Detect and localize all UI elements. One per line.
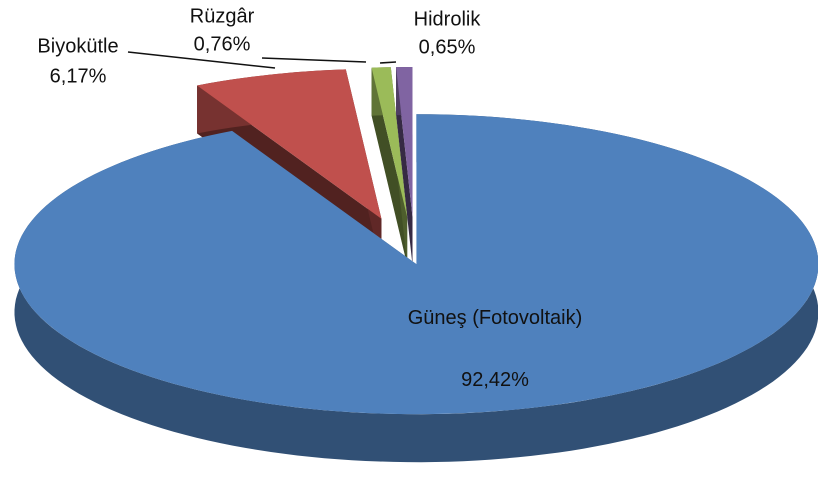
slice-value-label: 92,42% — [461, 369, 529, 391]
slice-label: Biyokütle — [37, 35, 118, 57]
slice-label: Güneş (Fotovoltaik) — [407, 307, 583, 329]
slice-value-label: 0,65% — [419, 36, 476, 58]
slice-side — [396, 67, 413, 265]
slice-value-label: 0,76% — [194, 33, 251, 55]
slice — [396, 66, 413, 218]
slice — [371, 67, 408, 218]
slice — [197, 69, 382, 219]
slice — [14, 114, 818, 415]
leader-line — [127, 51, 276, 69]
slice-label: Rüzgâr — [190, 5, 255, 27]
leader-line — [379, 61, 397, 64]
leader-line — [261, 57, 367, 63]
slice-value-label: 6,17% — [50, 65, 107, 87]
slices — [14, 66, 818, 463]
slice-side — [371, 67, 408, 266]
slice-label: Hidrolik — [414, 8, 482, 30]
